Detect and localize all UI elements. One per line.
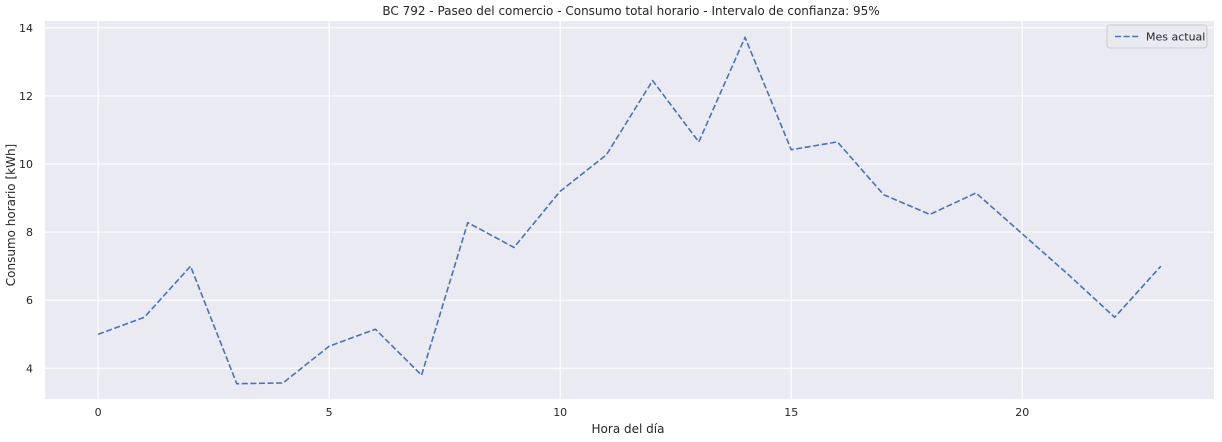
x-tick-label: 15 <box>784 406 798 419</box>
legend-box <box>1106 24 1208 49</box>
x-axis-label: Hora del día <box>592 422 665 436</box>
x-tick-label: 5 <box>326 406 333 419</box>
y-tick-labels: 4 6 8 10 12 14 <box>19 22 33 376</box>
x-tick-labels: 0 5 10 15 20 <box>95 406 1030 419</box>
y-axis-label: Consumo horario [kWh] <box>4 144 18 286</box>
y-tick-label: 14 <box>19 22 33 35</box>
legend: Mes actual <box>1106 24 1208 49</box>
y-tick-label: 12 <box>19 90 33 103</box>
chart-title: BC 792 - Paseo del comercio - Consumo to… <box>382 4 879 18</box>
grid-lines <box>45 21 1214 399</box>
x-tick-label: 20 <box>1015 406 1029 419</box>
x-tick-label: 10 <box>553 406 567 419</box>
plot-area <box>45 21 1214 399</box>
legend-label: Mes actual <box>1146 31 1205 44</box>
y-tick-label: 6 <box>26 294 33 307</box>
y-tick-label: 10 <box>19 158 33 171</box>
x-tick-label: 0 <box>95 406 102 419</box>
y-tick-label: 8 <box>26 226 33 239</box>
y-tick-label: 4 <box>26 362 33 375</box>
